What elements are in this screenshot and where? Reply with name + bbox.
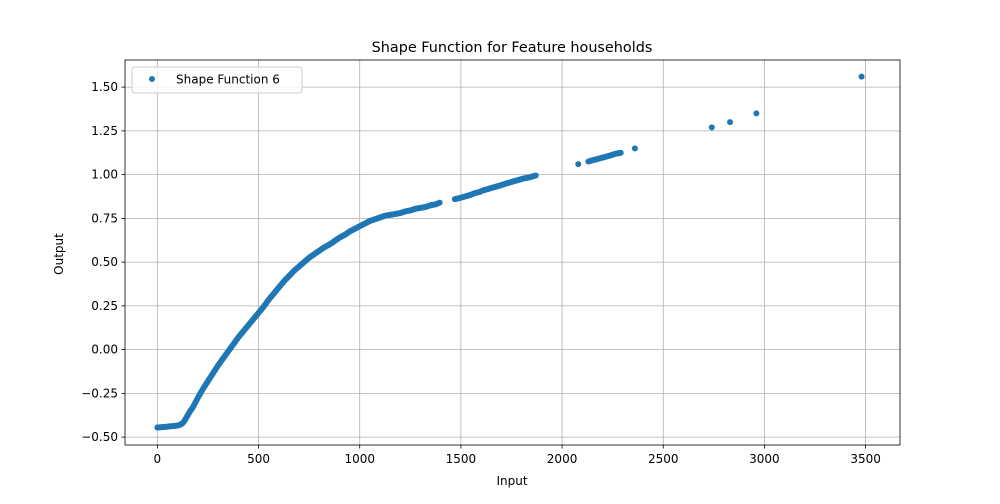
y-tick-label: −0.25 — [81, 386, 118, 400]
y-tick-label: 1.50 — [91, 80, 118, 94]
x-tick-label: 1500 — [446, 452, 477, 466]
y-tick-label: 0.75 — [91, 211, 118, 225]
scatter-point — [708, 124, 715, 131]
legend-marker — [149, 76, 155, 82]
y-tick-label: 1.25 — [91, 124, 118, 138]
legend-label: Shape Function 6 — [176, 73, 280, 87]
chart-title: Shape Function for Feature households — [372, 40, 653, 56]
y-tick-label: 0.00 — [91, 343, 118, 357]
legend-box — [131, 66, 303, 94]
x-axis-label: Input — [496, 474, 527, 488]
axes-frame — [124, 59, 901, 446]
scatter-point — [753, 110, 760, 117]
x-tick-label: 3000 — [749, 452, 780, 466]
scatter-point — [727, 119, 734, 126]
y-axis-label: Output — [52, 233, 66, 275]
x-tick-label: 500 — [247, 452, 270, 466]
scatter-point — [858, 73, 865, 80]
scatter-point — [617, 149, 624, 156]
x-tick-label: 2000 — [547, 452, 578, 466]
y-tick-label: 0.50 — [91, 255, 118, 269]
scatter-point — [436, 199, 443, 206]
x-tick-label: 2500 — [648, 452, 679, 466]
y-tick-label: 1.00 — [91, 168, 118, 182]
legend: Shape Function 6 — [131, 66, 303, 94]
x-tick-label: 0 — [154, 452, 162, 466]
scatter-point — [575, 161, 582, 168]
x-tick-label: 3500 — [850, 452, 881, 466]
scatter-point — [631, 145, 638, 152]
y-tick-label: 0.25 — [91, 299, 118, 313]
scatter-point — [532, 172, 539, 179]
ticks-layer: 0 500 1000 1500 2000 2500 3000 3500 −0.50 −0.25 0.… — [81, 80, 881, 466]
x-tick-label: 1000 — [344, 452, 375, 466]
data-points — [154, 73, 865, 431]
grid-layer — [125, 60, 900, 445]
y-tick-label: −0.50 — [81, 430, 118, 444]
